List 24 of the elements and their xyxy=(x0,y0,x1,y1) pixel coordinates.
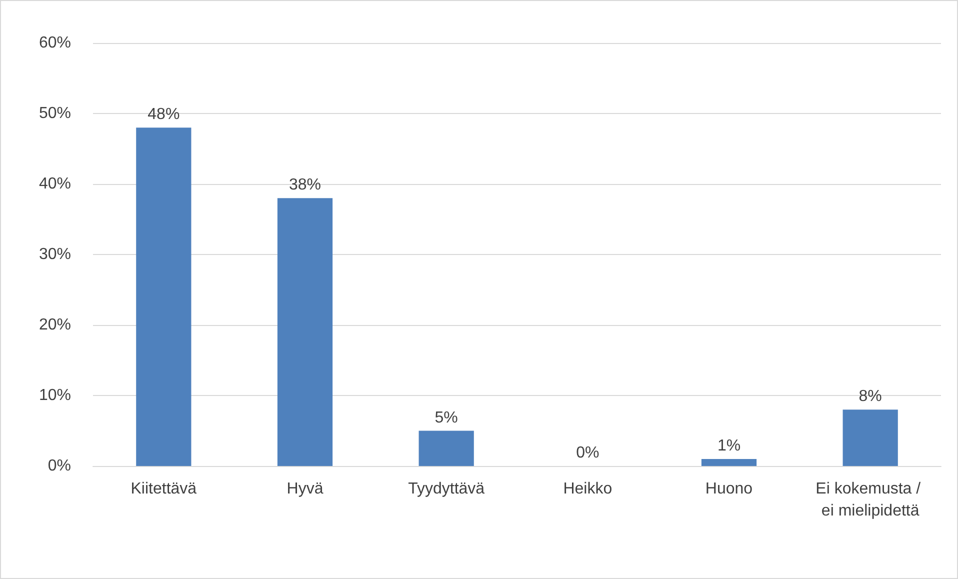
y-tick-label: 50% xyxy=(38,105,71,122)
x-tick-label: Tyydyttävä xyxy=(408,480,485,498)
x-tick-label: Hyvä xyxy=(286,480,324,498)
bar xyxy=(418,430,474,466)
data-label: 5% xyxy=(434,409,458,426)
y-tick-label: 20% xyxy=(38,316,71,334)
bar xyxy=(842,410,898,466)
data-label: 8% xyxy=(858,388,882,406)
x-tick-label: Ei kokemusta / ei mielipidettä xyxy=(816,480,926,520)
bar xyxy=(701,458,757,466)
x-tick-label: Heikko xyxy=(563,480,612,498)
data-label: 48% xyxy=(148,106,180,124)
bar xyxy=(136,128,192,466)
data-label: 1% xyxy=(717,437,741,454)
bar xyxy=(277,198,333,466)
data-label: 38% xyxy=(288,176,322,194)
data-label: 0% xyxy=(576,444,600,462)
y-tick-label: 0% xyxy=(48,458,71,474)
x-tick-label: Huono xyxy=(705,480,753,498)
y-tick-label: 40% xyxy=(38,176,71,192)
x-tick-label: Kiitettävä xyxy=(130,480,197,498)
y-tick-label: 60% xyxy=(38,34,71,52)
y-tick-label: 30% xyxy=(38,246,71,263)
y-tick-label: 10% xyxy=(38,387,71,404)
